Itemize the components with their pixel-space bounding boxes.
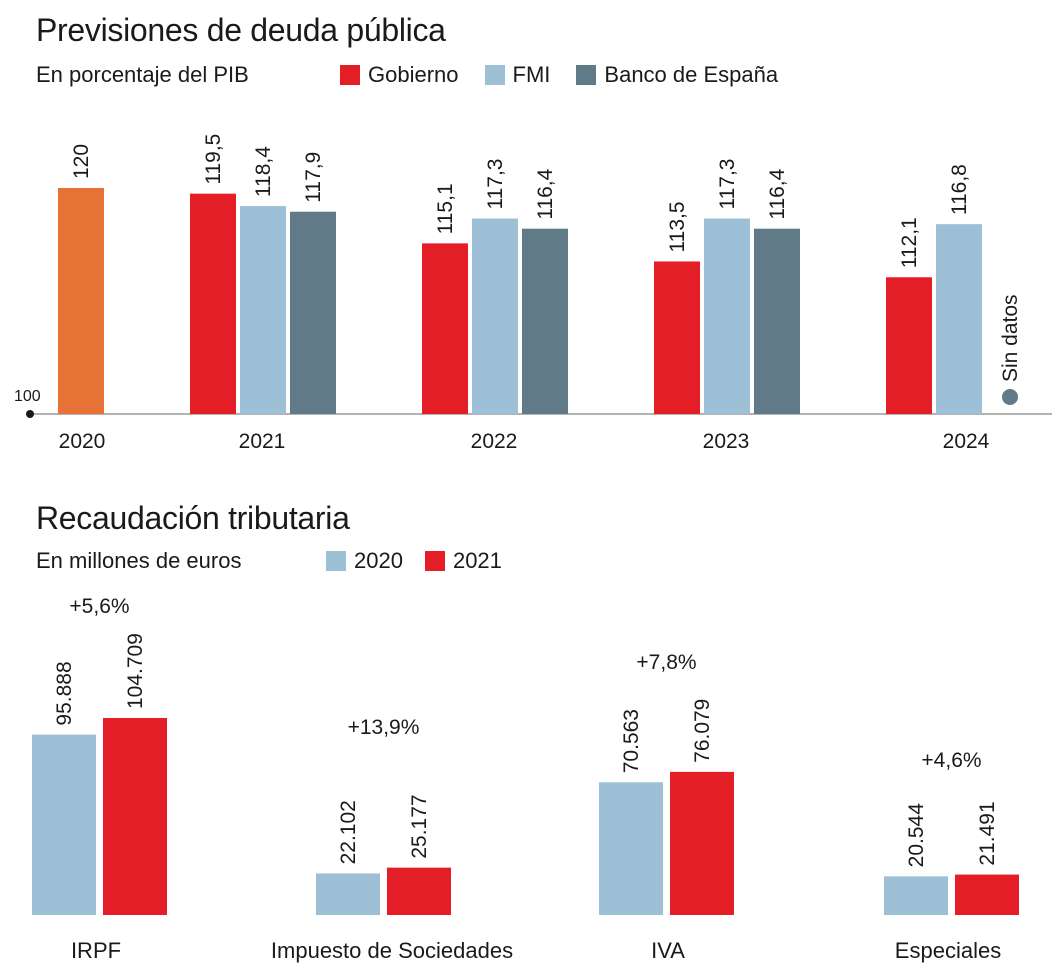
data-label-fmi-2022: 117,3 bbox=[484, 159, 507, 210]
legend-label-banco: Banco de España bbox=[604, 62, 779, 87]
bar-2020-iva bbox=[599, 782, 663, 915]
growth-annotation-especiales: +4,6% bbox=[921, 749, 981, 772]
x-tick-impuesto-de-sociedades: Impuesto de Sociedades bbox=[271, 938, 513, 963]
bar-2021-irpf bbox=[103, 718, 167, 915]
data-label-banco-2021: 117,9 bbox=[302, 152, 325, 203]
bar-2020-2020 bbox=[58, 188, 104, 414]
x-tick-2023: 2023 bbox=[703, 430, 750, 453]
x-tick-iva: IVA bbox=[651, 938, 685, 963]
data-label-fmi-2021: 118,4 bbox=[252, 146, 275, 197]
chart1-subtitle: En porcentaje del PIB bbox=[36, 62, 249, 87]
data-label-2020-impuesto-de-sociedades: 22.102 bbox=[337, 800, 360, 864]
x-tick-irpf: IRPF bbox=[71, 938, 121, 963]
data-label-gobierno-2024: 112,1 bbox=[898, 217, 921, 268]
legend-item-gobierno: Gobierno bbox=[340, 62, 459, 88]
data-label-2020-2020: 120 bbox=[70, 144, 93, 179]
data-label-banco-2023: 116,4 bbox=[766, 168, 789, 219]
bar-gobierno-2021 bbox=[190, 193, 236, 414]
bar-banco-2022 bbox=[522, 228, 568, 414]
x-tick-2020: 2020 bbox=[59, 430, 106, 453]
legend-swatch-2020 bbox=[326, 551, 346, 571]
data-label-fmi-2024: 116,8 bbox=[948, 164, 971, 215]
legend-item-2021: 2021 bbox=[424, 548, 502, 574]
x-tick-2024: 2024 bbox=[943, 430, 990, 453]
bar-gobierno-2022 bbox=[422, 243, 468, 414]
data-label-2021-especiales: 21.491 bbox=[976, 801, 999, 865]
bar-banco-2023 bbox=[754, 228, 800, 414]
x-tick-especiales: Especiales bbox=[895, 938, 1001, 963]
legend-swatch-fmi bbox=[484, 65, 505, 85]
legend-item-banco: Banco de España bbox=[576, 62, 778, 88]
chart2-title: Recaudación tributaria bbox=[36, 500, 350, 536]
bar-2020-irpf bbox=[32, 734, 96, 915]
no-data-dot bbox=[1002, 389, 1018, 405]
bar-fmi-2024 bbox=[936, 224, 982, 414]
data-label-gobierno-2023: 113,5 bbox=[666, 201, 689, 252]
legend-item-fmi: FMI bbox=[484, 62, 551, 88]
legend-label-gobierno: Gobierno bbox=[368, 62, 459, 87]
bar-2021-especiales bbox=[955, 874, 1019, 915]
x-tick-2022: 2022 bbox=[471, 430, 518, 453]
bar-2021-iva bbox=[670, 771, 734, 915]
legend-item-2020: 2020 bbox=[326, 548, 403, 574]
data-label-2021-iva: 76.079 bbox=[691, 699, 714, 763]
growth-annotation-impuesto-de-sociedades: +13,9% bbox=[348, 716, 420, 739]
bar-fmi-2023 bbox=[704, 218, 750, 414]
legend-label-fmi: FMI bbox=[512, 62, 551, 87]
data-label-fmi-2023: 117,3 bbox=[716, 159, 739, 210]
no-data-label: Sin datos bbox=[999, 294, 1022, 382]
data-label-gobierno-2021: 119,5 bbox=[202, 134, 225, 185]
data-label-2021-irpf: 104.709 bbox=[124, 633, 147, 709]
data-label-gobierno-2022: 115,1 bbox=[434, 183, 457, 234]
bar-2021-impuesto-de-sociedades bbox=[387, 867, 451, 915]
baseline-dot bbox=[26, 410, 34, 418]
growth-annotation-irpf: +5,6% bbox=[69, 595, 129, 618]
bar-gobierno-2023 bbox=[654, 261, 700, 414]
data-label-2020-irpf: 95.888 bbox=[53, 661, 76, 725]
legend-swatch-2021 bbox=[424, 551, 445, 571]
bar-banco-2021 bbox=[290, 211, 336, 414]
bar-2020-especiales bbox=[884, 876, 948, 915]
data-label-2020-iva: 70.563 bbox=[620, 709, 643, 773]
bar-fmi-2022 bbox=[472, 218, 518, 414]
bar-gobierno-2024 bbox=[886, 277, 932, 414]
legend-swatch-gobierno bbox=[340, 65, 360, 85]
data-label-banco-2022: 116,4 bbox=[534, 168, 557, 219]
growth-annotation-iva: +7,8% bbox=[636, 651, 696, 674]
legend-label-2021: 2021 bbox=[452, 548, 502, 573]
chart2-subtitle: En millones de euros bbox=[36, 548, 242, 573]
legend-swatch-banco bbox=[576, 65, 597, 85]
x-tick-2021: 2021 bbox=[239, 430, 286, 453]
legend-label-2020: 2020 bbox=[354, 548, 403, 573]
data-label-2020-especiales: 20.544 bbox=[905, 803, 928, 868]
data-label-2021-impuesto-de-sociedades: 25.177 bbox=[408, 794, 431, 858]
bar-2020-impuesto-de-sociedades bbox=[316, 873, 380, 915]
chart1-title: Previsiones de deuda pública bbox=[36, 12, 446, 48]
debt-chart: 100 2020 120 2021 119,5 118,4 117,9 2022 115,1 11… bbox=[14, 134, 1052, 453]
bar-fmi-2021 bbox=[240, 206, 286, 414]
baseline-label: 100 bbox=[14, 388, 41, 405]
chart2-legend: 2020 2021 bbox=[326, 548, 528, 574]
chart1-legend: Gobierno FMI Banco de España bbox=[340, 62, 804, 88]
